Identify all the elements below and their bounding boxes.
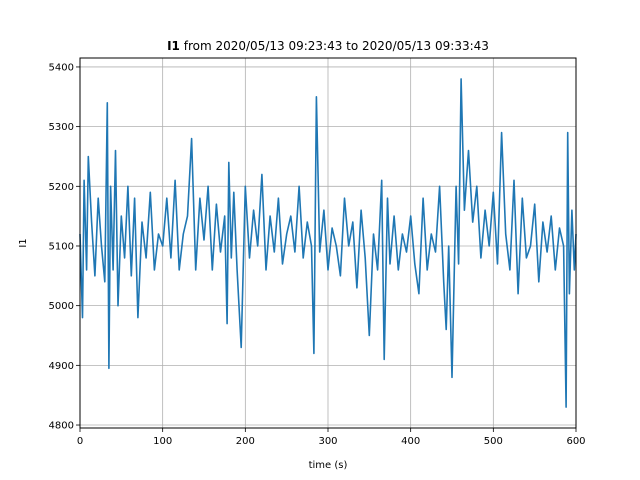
- series-layer: [79, 78, 577, 408]
- y-tick-label: 5300: [49, 122, 74, 133]
- x-tick-label: 600: [566, 436, 585, 447]
- x-tick-label: 300: [318, 436, 337, 447]
- chart-title-rest: from 2020/05/13 09:23:43 to 2020/05/13 0…: [180, 39, 489, 53]
- x-tick-label: 400: [401, 436, 420, 447]
- x-tick-label: 500: [484, 436, 503, 447]
- y-tick-label: 5000: [49, 301, 74, 312]
- x-tick-label: 0: [77, 436, 83, 447]
- series-line: [79, 78, 577, 408]
- y-axis-label: I1: [18, 238, 29, 247]
- grid: [79, 58, 577, 428]
- chart-title-bold: I1: [167, 39, 180, 53]
- y-tick-label: 5200: [49, 182, 74, 193]
- y-tick-label: 5100: [49, 241, 74, 252]
- x-axis-label: time (s): [309, 460, 348, 471]
- x-tick-label: 100: [153, 436, 172, 447]
- y-tick-label: 5400: [49, 62, 74, 73]
- y-tick-label: 4800: [49, 421, 74, 432]
- x-tick-label: 200: [236, 436, 255, 447]
- ticks: 0 100 200 300 400 500 600 4800 4900 5000 5100 5200 5…: [49, 62, 586, 447]
- chart-title: I1 from 2020/05/13 09:23:43 to 2020/05/1…: [167, 39, 489, 53]
- y-tick-label: 4900: [49, 361, 74, 372]
